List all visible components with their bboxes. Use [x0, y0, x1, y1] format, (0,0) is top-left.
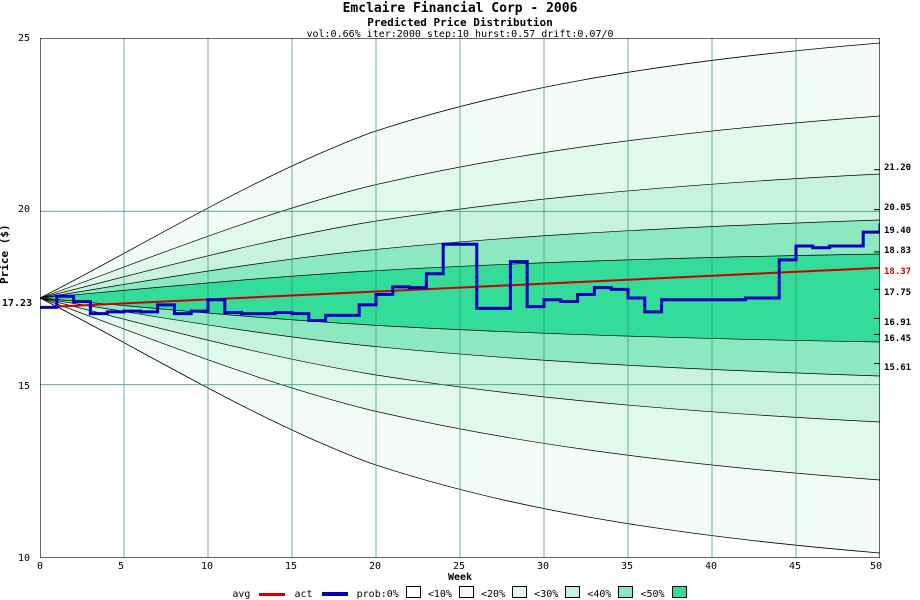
- right-label-1775: 17.75: [884, 288, 912, 298]
- band-outline-50-lower: [40, 297, 880, 343]
- x-tick-25: 25: [453, 561, 466, 572]
- chart-legend: avg act prob:0% <10% <20% <30% <40% <50%: [0, 586, 920, 600]
- x-axis-label: Week: [447, 572, 473, 583]
- legend-act-label: act: [294, 588, 313, 600]
- series-avg-line: [40, 266, 880, 309]
- x-tick-35: 35: [621, 561, 634, 572]
- title-block: Emclaire Financial Corp - 2006 Predicted…: [0, 0, 920, 41]
- x-tick-45: 45: [789, 561, 802, 572]
- band-outline-10-upper: [40, 42, 880, 299]
- right-label-1940: 19.40: [884, 226, 912, 236]
- legend-item-30: <30%: [534, 588, 559, 600]
- x-tick-5: 5: [118, 561, 125, 572]
- legend-item-40: <40%: [587, 588, 612, 600]
- chart-subtitle: Predicted Price Distribution: [367, 16, 553, 29]
- right-label-1883: 18.83: [884, 246, 912, 256]
- legend-prob-label: prob:0%: [356, 588, 399, 600]
- legend-item-20: <20%: [481, 588, 506, 600]
- band-outline-20-lower: [40, 297, 880, 481]
- legend-act-swatch: [321, 592, 348, 596]
- right-label-2120: 21.20: [884, 163, 912, 173]
- right-label-1645: 16.45: [884, 334, 912, 344]
- chart-title: Emclaire Financial Corp - 2006: [342, 1, 578, 16]
- legend-swatch-0: [405, 586, 421, 598]
- x-tick-30: 30: [537, 561, 550, 572]
- legend-swatch-50: [671, 586, 687, 598]
- legend-item-10: <10%: [427, 588, 452, 600]
- plot-area: [40, 38, 880, 558]
- legend-swatch-30: [565, 586, 581, 598]
- grid-lines: [40, 38, 880, 558]
- y-tick-20: 20: [18, 204, 31, 215]
- x-tick-40: 40: [705, 561, 718, 572]
- x-tick-15: 15: [285, 561, 298, 572]
- right-label-2005: 20.05: [884, 203, 912, 213]
- legend-swatch-10: [458, 586, 474, 598]
- legend-swatch-20: [512, 586, 528, 598]
- y-tick-25: 25: [18, 33, 31, 44]
- x-tick-50: 50: [870, 561, 883, 572]
- band-outline-30-upper: [40, 173, 880, 299]
- band-outline-20-upper: [40, 115, 880, 299]
- right-label-1837: 18.37: [884, 267, 912, 277]
- plot-svg: [40, 38, 880, 558]
- series-act-line: [40, 223, 880, 323]
- right-label-1561: 15.61: [884, 363, 912, 373]
- y-tick-15: 15: [18, 381, 31, 392]
- band-outline-40-upper: [40, 219, 880, 299]
- band-outline-50-upper: [40, 253, 880, 299]
- band-outline-40-lower: [40, 297, 880, 377]
- x-tick-0: 0: [37, 561, 44, 572]
- band-outline-10-lower: [40, 297, 880, 554]
- chart-parameters: vol:0.66% iter:2000 step:10 hurst:0.57 d…: [306, 29, 614, 40]
- x-tick-20: 20: [369, 561, 382, 572]
- right-label-1691: 16.91: [884, 318, 912, 328]
- legend-avg-label: avg: [232, 588, 251, 600]
- legend-item-50: <50%: [640, 588, 665, 600]
- y-tick-10: 10: [18, 553, 31, 564]
- x-tick-10: 10: [201, 561, 214, 572]
- legend-avg-swatch: [259, 592, 286, 596]
- band-outline-30-lower: [40, 297, 880, 423]
- legend-swatch-40: [618, 586, 634, 598]
- start-price-label: 17.23: [2, 298, 33, 309]
